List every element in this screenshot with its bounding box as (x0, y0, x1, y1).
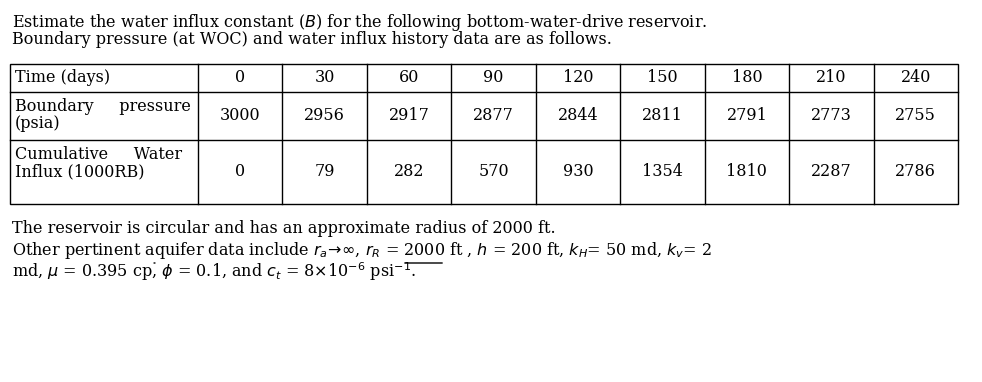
Text: 2791: 2791 (727, 107, 767, 125)
Text: 120: 120 (563, 70, 593, 86)
Text: 1354: 1354 (642, 163, 682, 181)
Text: The reservoir is circular and has an approximate radius of 2000 ft.: The reservoir is circular and has an app… (12, 220, 556, 237)
Text: 30: 30 (314, 70, 335, 86)
Text: 240: 240 (900, 70, 931, 86)
Text: 90: 90 (483, 70, 504, 86)
Text: 0: 0 (235, 70, 246, 86)
Text: 180: 180 (732, 70, 762, 86)
Text: 2956: 2956 (304, 107, 345, 125)
Text: 2917: 2917 (389, 107, 429, 125)
Text: Time (days): Time (days) (15, 70, 110, 86)
Text: 1810: 1810 (727, 163, 767, 181)
Text: 210: 210 (816, 70, 846, 86)
Text: 282: 282 (394, 163, 424, 181)
Text: 2773: 2773 (811, 107, 851, 125)
Text: md, $\mu$ = 0.395 cp, $\phi$ = 0.1, and $c_t$ = 8$\times$10$^{-6}$ psi$^{-1}$.: md, $\mu$ = 0.395 cp, $\phi$ = 0.1, and … (12, 260, 416, 283)
Text: 3000: 3000 (220, 107, 260, 125)
Text: 79: 79 (314, 163, 335, 181)
Text: Cumulative     Water: Cumulative Water (15, 146, 182, 163)
Text: Boundary     pressure: Boundary pressure (15, 98, 191, 115)
Text: 2844: 2844 (558, 107, 598, 125)
Text: 0: 0 (235, 163, 246, 181)
Text: 2811: 2811 (642, 107, 682, 125)
Text: 2755: 2755 (896, 107, 936, 125)
Text: 2786: 2786 (896, 163, 936, 181)
Text: 570: 570 (478, 163, 509, 181)
Text: 60: 60 (399, 70, 419, 86)
Text: 2877: 2877 (473, 107, 514, 125)
Text: Influx (1000RB): Influx (1000RB) (15, 163, 144, 180)
Bar (10, 64, 958, 204)
Text: (psia): (psia) (15, 115, 61, 132)
Text: 150: 150 (647, 70, 678, 86)
Text: 2287: 2287 (811, 163, 851, 181)
Text: 930: 930 (563, 163, 593, 181)
Text: Other pertinent aquifer data include $r_a\!\rightarrow\!\infty$, $r_R$ = 2000 ft: Other pertinent aquifer data include $r_… (12, 240, 712, 261)
Text: Estimate the water influx constant ($B$) for the following bottom-water-drive re: Estimate the water influx constant ($B$)… (12, 12, 707, 33)
Text: Boundary pressure (at WOC) and water influx history data are as follows.: Boundary pressure (at WOC) and water inf… (12, 31, 612, 48)
